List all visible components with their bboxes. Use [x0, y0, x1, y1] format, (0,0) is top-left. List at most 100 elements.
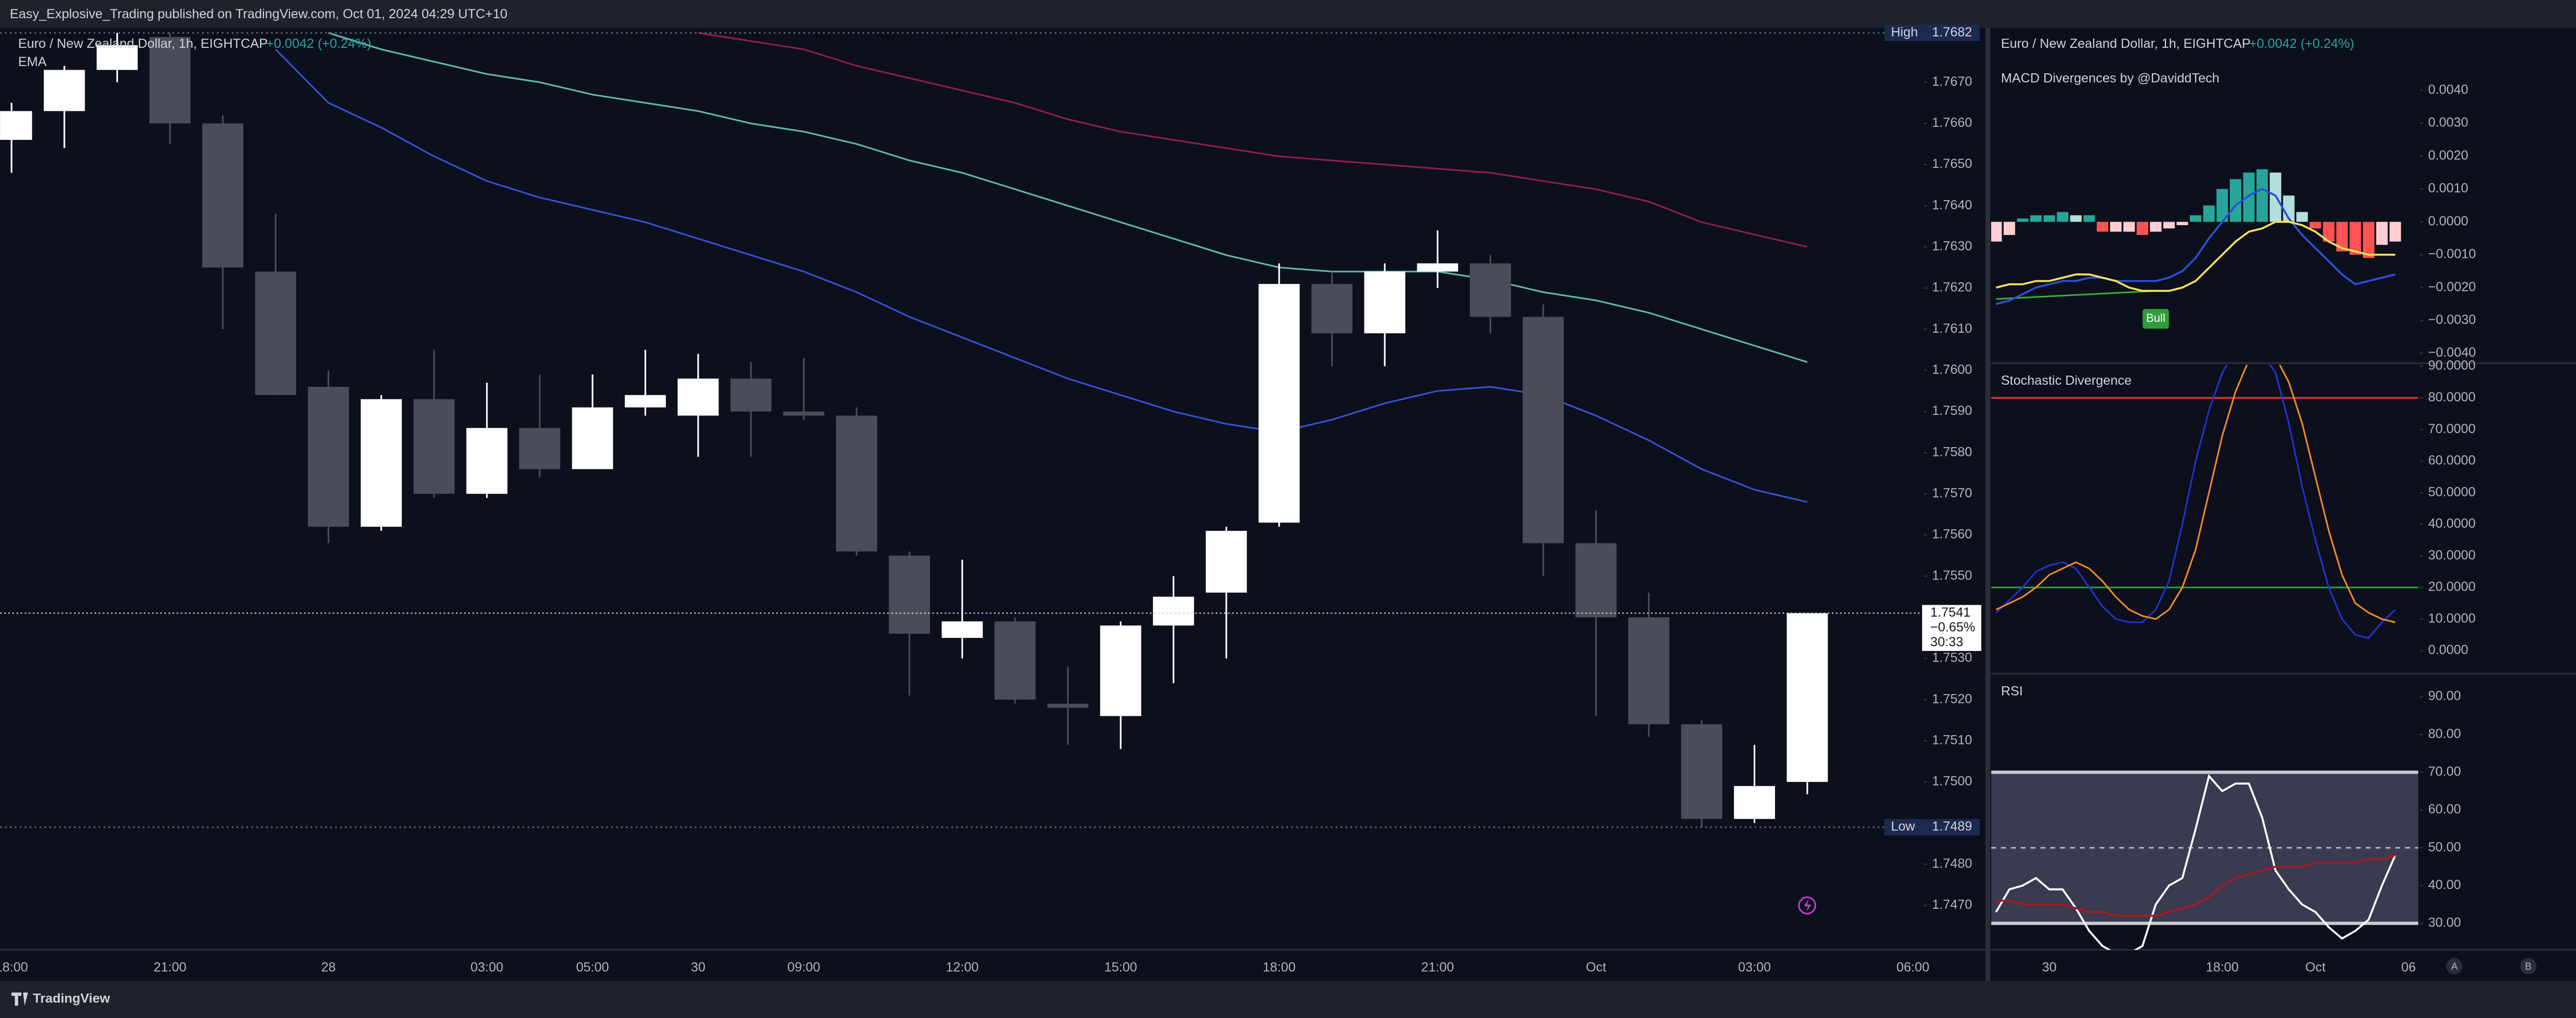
candle-body	[1522, 317, 1564, 543]
main-plot	[0, 32, 1922, 828]
button-label[interactable]: A	[2451, 961, 2458, 972]
x-tick-label: 12:00	[946, 960, 979, 974]
indicator-line	[1995, 188, 2396, 305]
candle-body	[413, 399, 455, 494]
brand-logo	[11, 993, 28, 1006]
candle-body	[1311, 284, 1353, 334]
x-tick-label: 21:00	[1421, 960, 1454, 974]
y-tick-label: 1.7470	[1932, 897, 1972, 912]
y-tick-label: 20.0000	[2428, 580, 2475, 594]
high-value: 1.7682	[1932, 25, 1972, 40]
high-label: High	[1891, 25, 1918, 40]
x-tick-label: 18:00	[2206, 960, 2239, 974]
x-tick-label: 03:00	[1738, 960, 1771, 974]
candle-body	[572, 407, 613, 469]
histogram-bar	[2256, 169, 2268, 222]
y-tick-label: 1.7580	[1932, 445, 1972, 459]
y-tick-label: −0.0010	[2428, 247, 2476, 262]
signal-badge	[2143, 309, 2169, 329]
histogram-bar	[2296, 212, 2308, 222]
y-tick-label: −0.0030	[2428, 312, 2476, 327]
symbol-title: Euro / New Zealand Dollar, 1h, EIGHTCAP	[18, 36, 268, 51]
indicator-title: RSI	[2001, 684, 2023, 698]
low-value: 1.7489	[1932, 819, 1972, 834]
y-tick-label: 1.7670	[1932, 74, 1972, 89]
y-tick-label: 10.0000	[2428, 611, 2475, 625]
alert-icon-bolt	[1804, 898, 1811, 912]
low-badge	[1884, 819, 1980, 836]
histogram-bar	[2030, 215, 2042, 222]
alert-icon[interactable]	[1798, 896, 1817, 915]
candle-body	[1575, 543, 1617, 618]
y-tick-label: 1.7600	[1932, 362, 1972, 377]
indicator-line	[1996, 854, 2396, 917]
price-change: +0.0042 (+0.24%)	[2249, 36, 2354, 51]
x-tick-label: 15:00	[1104, 960, 1137, 974]
y-tick-label: 1.7520	[1932, 691, 1972, 706]
histogram-bar	[2176, 221, 2188, 226]
y-tick-label: 50.0000	[2428, 485, 2475, 499]
y-tick-label: −0.0040	[2428, 345, 2476, 360]
button-label[interactable]: B	[2525, 961, 2532, 972]
y-tick-label: −0.0020	[2428, 280, 2476, 294]
candle-body	[1469, 263, 1511, 317]
y-tick-label: 1.7530	[1932, 650, 1972, 665]
candle-body	[96, 45, 138, 70]
y-tick-label: 1.7610	[1932, 321, 1972, 336]
histogram-bar	[2136, 221, 2148, 235]
y-tick-label: 70.00	[2428, 764, 2461, 779]
rsi-plot	[1991, 771, 2419, 950]
x-tick-label: 30	[2042, 960, 2057, 974]
candle-body	[783, 411, 824, 416]
macd-plot	[1991, 169, 2401, 305]
candle-body	[994, 621, 1036, 700]
x-tick-label: 28	[321, 960, 336, 974]
button[interactable]	[2446, 958, 2463, 975]
header-bar	[0, 0, 2576, 28]
candle-body	[519, 428, 560, 469]
candle-body	[1628, 617, 1670, 725]
histogram-bar	[2376, 221, 2388, 245]
indicator-line	[328, 32, 1808, 363]
signal-label: Bull	[2146, 311, 2165, 324]
histogram-bar	[2150, 221, 2162, 232]
indicator-line	[1995, 220, 2396, 292]
y-tick-label: 80.00	[2428, 726, 2461, 741]
y-tick-label: 1.7630	[1932, 239, 1972, 254]
last-price: 1.7541	[1930, 605, 1970, 620]
candle-body	[308, 386, 349, 527]
histogram-bar	[2229, 179, 2242, 222]
y-tick-label: 30.00	[2428, 916, 2461, 930]
candle-body	[889, 555, 930, 634]
y-tick-label: 1.7650	[1932, 156, 1972, 171]
y-tick-label: 50.00	[2428, 840, 2461, 854]
candle-body	[1047, 703, 1088, 708]
y-tick-label: 1.7570	[1932, 486, 1972, 500]
button[interactable]	[2520, 958, 2537, 975]
candle-body	[730, 379, 772, 412]
y-tick-label: 1.7500	[1932, 774, 1972, 789]
candle-body	[1153, 596, 1194, 626]
x-tick-label: 21:00	[153, 960, 186, 974]
y-tick-label: 0.0030	[2428, 115, 2468, 130]
stochastic-plot	[1991, 364, 2419, 639]
histogram-bar	[2017, 218, 2029, 222]
last-price-badge	[1922, 605, 1981, 651]
y-tick-label: 30.0000	[2428, 548, 2475, 563]
histogram-bar	[2163, 221, 2175, 229]
histogram-bar	[2309, 221, 2321, 229]
y-tick-label: 1.7660	[1932, 115, 1972, 130]
indicator-line	[698, 32, 1808, 248]
x-tick-label: Oct	[2305, 960, 2325, 974]
candle-body	[1205, 531, 1247, 593]
candle-body	[255, 271, 296, 395]
histogram-bar	[2070, 215, 2082, 222]
high-badge	[1884, 24, 1980, 42]
histogram-bar	[2389, 221, 2401, 242]
y-tick-label: 80.0000	[2428, 390, 2475, 404]
candle-body	[1364, 271, 1405, 334]
candle-body	[44, 70, 85, 111]
histogram-bar	[2336, 221, 2348, 252]
axes: 1.7670 1.7660 1.7650 1.7640 1.7630 1.7620 1.76…	[0, 24, 2476, 974]
indicator-line	[1995, 364, 2396, 623]
